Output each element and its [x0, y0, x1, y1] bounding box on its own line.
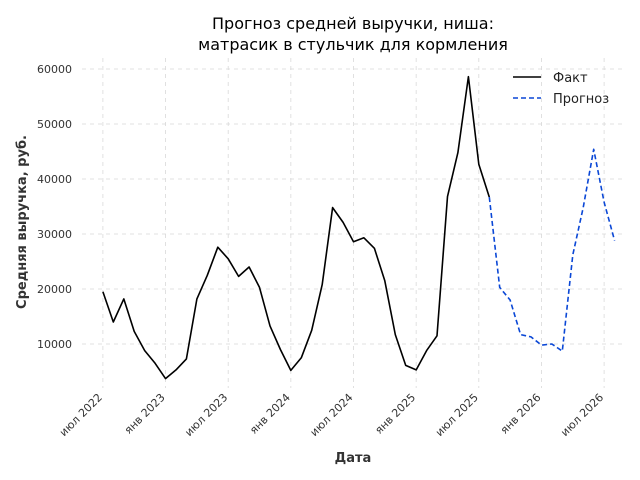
legend-label-forecast: Прогноз [553, 92, 609, 107]
series-line-forecast [488, 148, 616, 352]
series-line-fact [102, 75, 491, 380]
y-tick-label: 60000 [37, 63, 72, 76]
x-tick-label: янв 2025 [372, 391, 418, 437]
y-tick-label: 20000 [37, 283, 72, 296]
y-tick-label: 10000 [37, 338, 72, 351]
chart-title-line-1: Прогноз средней выручки, ниша: [212, 14, 494, 33]
y-tick-label: 50000 [37, 118, 72, 131]
y-tick-label: 30000 [37, 228, 72, 241]
x-tick-label: июл 2024 [308, 391, 356, 439]
x-tick-label: июл 2025 [433, 391, 481, 439]
x-axis-ticks: июл 2022 янв 2023 июл 2023 янв 2024 июл 2024… [57, 391, 606, 439]
series-layer [102, 75, 616, 380]
x-tick-label: июл 2022 [57, 391, 105, 439]
x-axis-label: Дата [335, 451, 372, 466]
y-axis-ticks: 10000 20000 30000 40000 50000 60000 [37, 63, 72, 351]
x-tick-label: июл 2026 [558, 391, 606, 439]
grid [82, 58, 625, 388]
y-tick-label: 40000 [37, 173, 72, 186]
x-tick-label: янв 2023 [122, 391, 168, 437]
x-tick-label: янв 2024 [247, 391, 293, 437]
legend: Факт Прогноз [513, 71, 609, 107]
x-tick-label: июл 2023 [182, 391, 230, 439]
y-axis-label: Средняя выручка, руб. [15, 135, 30, 309]
chart-title-line-2: матрасик в стульчик для кормления [198, 35, 508, 54]
legend-label-fact: Факт [553, 71, 588, 86]
x-tick-label: янв 2026 [498, 391, 544, 437]
